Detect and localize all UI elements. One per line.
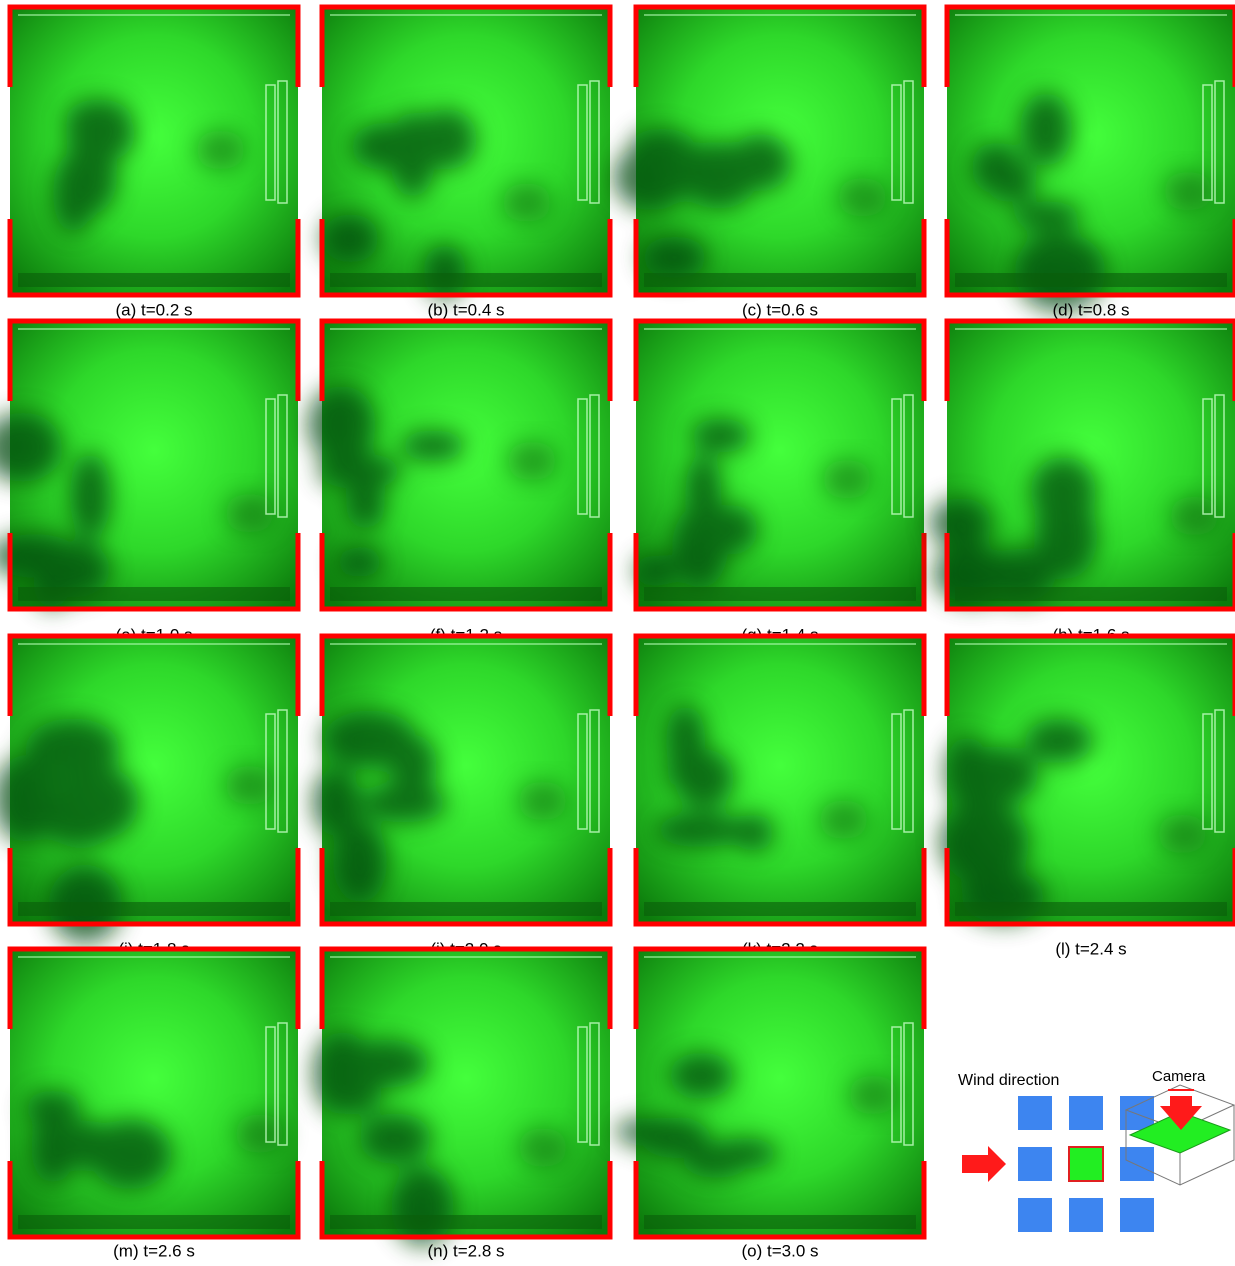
- tank-floor: [330, 902, 602, 916]
- dark-patch: [665, 759, 724, 789]
- panel: (j) t=2.0 s: [313, 636, 610, 958]
- dark-patch: [669, 1052, 734, 1099]
- target-building: [1069, 1147, 1103, 1181]
- dark-patch: [391, 1166, 454, 1246]
- dark-patch: [107, 1128, 163, 1176]
- panel: (b) t=0.4 s: [322, 7, 610, 319]
- dark-patch: [643, 236, 707, 278]
- dark-patch: [318, 453, 401, 489]
- dark-patch: [342, 1066, 381, 1115]
- dark-patch: [929, 498, 991, 549]
- dark-patch: [323, 710, 417, 769]
- tank-floor: [955, 902, 1227, 916]
- tank-floor: [955, 587, 1227, 601]
- dark-patch: [822, 459, 872, 499]
- panel: (d) t=0.8 s: [947, 7, 1235, 319]
- caption: (n) t=2.8 s: [427, 1241, 504, 1260]
- dark-patch: [691, 418, 751, 453]
- dark-patch: [1157, 814, 1207, 854]
- dark-patch: [971, 142, 1020, 194]
- panel: (k) t=2.2 s: [636, 636, 924, 958]
- dark-patch: [706, 505, 758, 555]
- dark-patch: [351, 123, 420, 171]
- tank-floor: [644, 273, 916, 287]
- dark-patch: [518, 781, 568, 821]
- caption: (l) t=2.4 s: [1055, 939, 1126, 958]
- dark-patch: [196, 130, 246, 170]
- panel: (o) t=3.0 s: [614, 949, 924, 1260]
- panel: (e) t=1.0 s: [0, 321, 298, 644]
- tank-floor: [18, 273, 290, 287]
- dark-patch: [945, 736, 989, 807]
- panel: (f) t=1.2 s: [308, 321, 610, 644]
- wind-arrow: [962, 1146, 1006, 1182]
- dark-patch: [848, 1075, 898, 1115]
- setup-diagram: Wind direction Camera: [958, 1068, 1234, 1232]
- panel: (h) t=1.6 s: [929, 321, 1235, 644]
- tank-floor: [955, 273, 1227, 287]
- dark-patch: [1025, 719, 1093, 764]
- dark-patch: [225, 493, 275, 533]
- dark-patch: [322, 214, 379, 263]
- tank-floor: [330, 1215, 602, 1229]
- panel: (c) t=0.6 s: [613, 7, 924, 319]
- dark-patch: [1030, 457, 1096, 527]
- dark-patch: [70, 452, 111, 539]
- dark-patch: [65, 1120, 108, 1171]
- panel: (a) t=0.2 s: [10, 7, 298, 319]
- tank-floor: [644, 587, 916, 601]
- caption: (a) t=0.2 s: [115, 300, 192, 319]
- panel: (l) t=2.4 s: [940, 636, 1235, 958]
- dark-patch: [1020, 92, 1072, 166]
- panel: (n) t=2.8 s: [313, 949, 610, 1260]
- panel: (g) t=1.4 s: [635, 321, 924, 644]
- dark-patch: [819, 800, 869, 840]
- dark-patch: [225, 765, 275, 805]
- dark-patch: [337, 547, 383, 577]
- dark-patch: [400, 430, 466, 461]
- dark-patch: [837, 177, 887, 217]
- tank-floor: [644, 902, 916, 916]
- dark-patch: [502, 183, 552, 223]
- tank-floor: [18, 902, 290, 916]
- dark-patch: [361, 784, 447, 823]
- flow-image: [10, 7, 298, 295]
- caption: (m) t=2.6 s: [113, 1241, 195, 1260]
- dark-patch: [507, 441, 557, 481]
- dark-patch: [308, 386, 376, 464]
- dark-patch: [235, 1114, 285, 1154]
- dark-patch: [656, 813, 746, 847]
- tank-floor: [330, 273, 602, 287]
- dark-patch: [359, 1113, 432, 1164]
- panel: (i) t=1.8 s: [0, 636, 298, 958]
- caption: (d) t=0.8 s: [1052, 300, 1129, 319]
- dark-patch: [333, 821, 387, 903]
- dark-patch: [684, 1145, 749, 1179]
- dark-patch: [518, 1128, 568, 1168]
- tank-floor: [18, 1215, 290, 1229]
- dark-patch: [635, 555, 676, 587]
- dark-patch: [729, 133, 791, 191]
- dark-patch: [613, 144, 690, 211]
- caption: (o) t=3.0 s: [741, 1241, 818, 1260]
- dark-patch: [66, 105, 136, 162]
- tank-floor: [18, 587, 290, 601]
- tank-floor: [644, 1215, 916, 1229]
- dark-patch: [1014, 232, 1106, 312]
- caption: (c) t=0.6 s: [742, 300, 818, 319]
- figure: (a) t=0.2 s (b) t=0.4 s (c) t=0.6 s (d) t=0…: [0, 0, 1235, 1266]
- dark-patch: [614, 1118, 678, 1146]
- dark-patch: [423, 245, 466, 300]
- caption: (b) t=0.4 s: [427, 300, 504, 319]
- camera-label: Camera: [1152, 1068, 1206, 1085]
- dark-patch: [1012, 201, 1081, 230]
- wind-label: Wind direction: [958, 1072, 1059, 1089]
- panel: (m) t=2.6 s: [10, 949, 298, 1260]
- dark-patch: [1163, 171, 1213, 211]
- tank-floor: [330, 587, 602, 601]
